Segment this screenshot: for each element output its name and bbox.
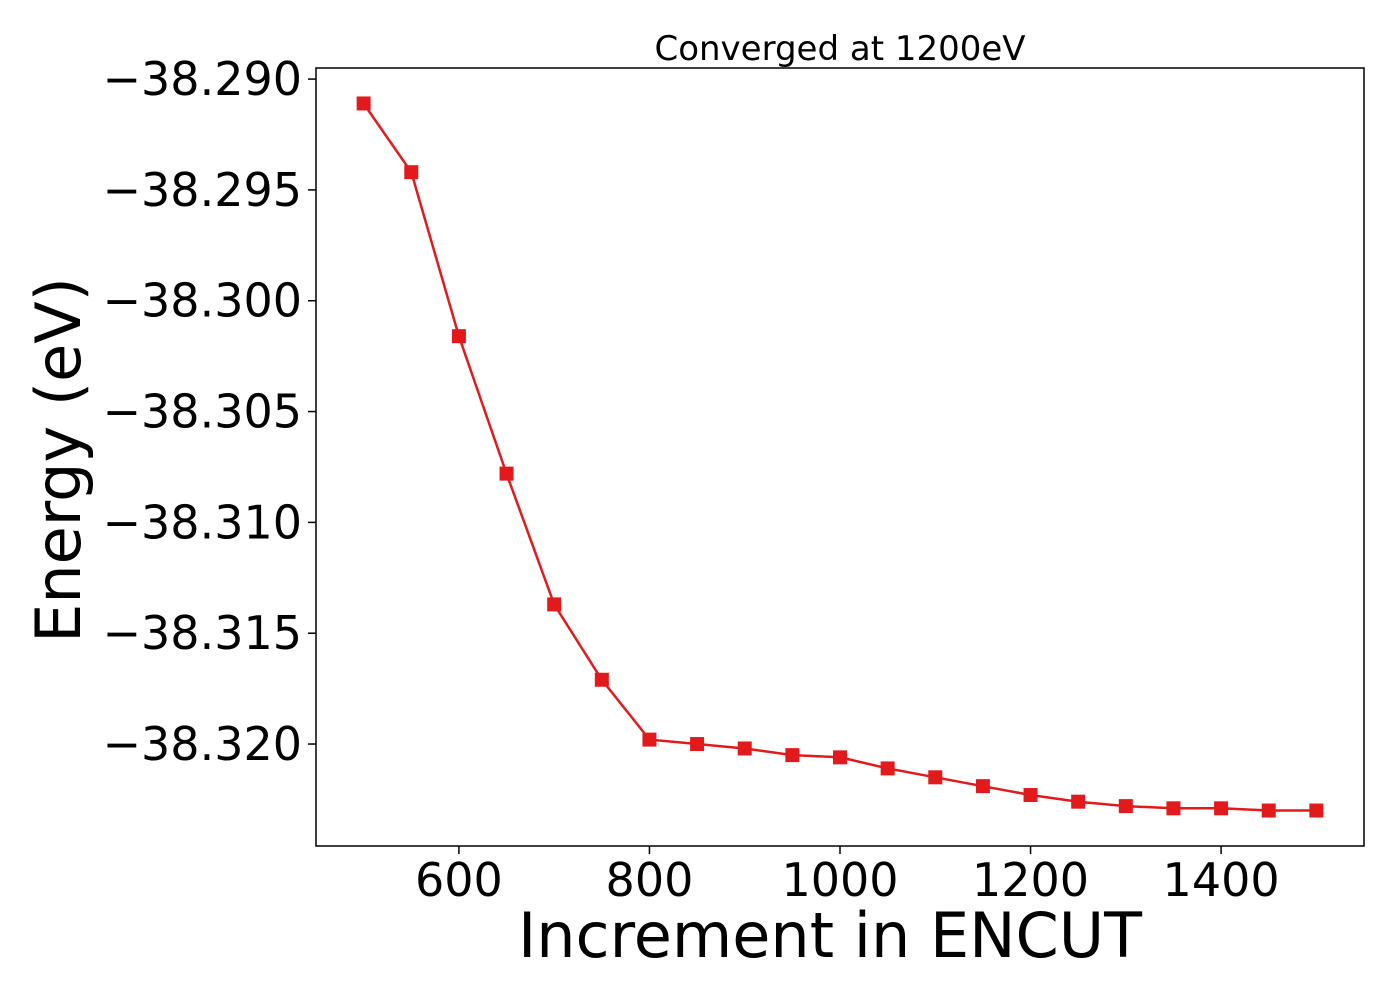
y-tick-label: −38.320 [103,717,303,771]
data-point [737,741,752,756]
chart-title: Converged at 1200eV [654,29,1025,69]
data-point [547,597,562,612]
data-point [690,737,705,752]
data-point [1118,799,1133,814]
data-point [1071,794,1086,809]
data-point [1023,788,1038,803]
data-point [880,761,895,776]
data-point [1214,801,1229,816]
y-tick-label: −38.315 [103,606,303,660]
data-point [928,770,943,785]
tick-layer: 600 800 1000 1200 1400 −38.290 −38.295 −38.300 −… [103,52,1280,907]
series-layer [356,96,1324,818]
data-point [975,779,990,794]
data-point [499,466,514,481]
data-point [356,96,371,111]
data-point [451,329,466,344]
x-tick-label: 1200 [972,853,1089,907]
y-tick-label: −38.300 [103,274,303,328]
series-line [362,102,1317,812]
data-point [1261,803,1276,818]
data-point [642,732,657,747]
y-tick-label: −38.290 [103,52,303,106]
y-tick-label: −38.310 [103,495,303,549]
data-point [833,750,847,765]
y-tick-label: −38.295 [103,163,303,217]
x-tick-label: 1400 [1163,853,1280,907]
data-point [404,165,419,180]
y-tick-label: −38.305 [103,385,303,439]
x-tick-label: 600 [415,853,503,907]
plot-frame [315,67,1365,847]
x-tick-label: 1000 [781,853,898,907]
data-point [1166,801,1181,816]
x-axis-label: Increment in ENCUT [518,899,1143,972]
data-point [785,748,800,763]
y-axis-label: Energy (eV) [22,277,95,643]
data-point [594,672,609,687]
data-point [1309,803,1324,818]
x-tick-label: 800 [606,853,694,907]
